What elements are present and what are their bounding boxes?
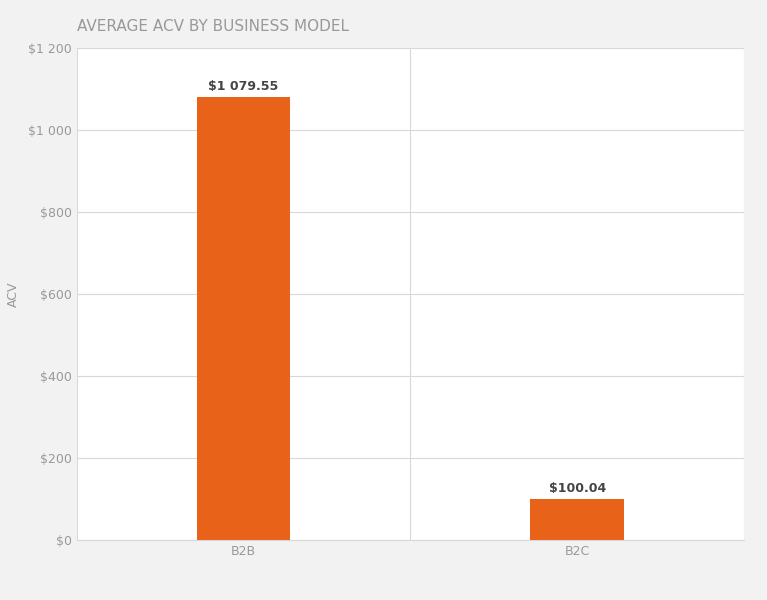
Text: $1 079.55: $1 079.55	[209, 80, 278, 93]
Bar	[531, 499, 624, 540]
Text: AVERAGE ACV BY BUSINESS MODEL: AVERAGE ACV BY BUSINESS MODEL	[77, 19, 349, 34]
Text: $100.04: $100.04	[548, 482, 606, 495]
Y-axis label: ACV: ACV	[7, 281, 20, 307]
Bar	[197, 97, 290, 540]
